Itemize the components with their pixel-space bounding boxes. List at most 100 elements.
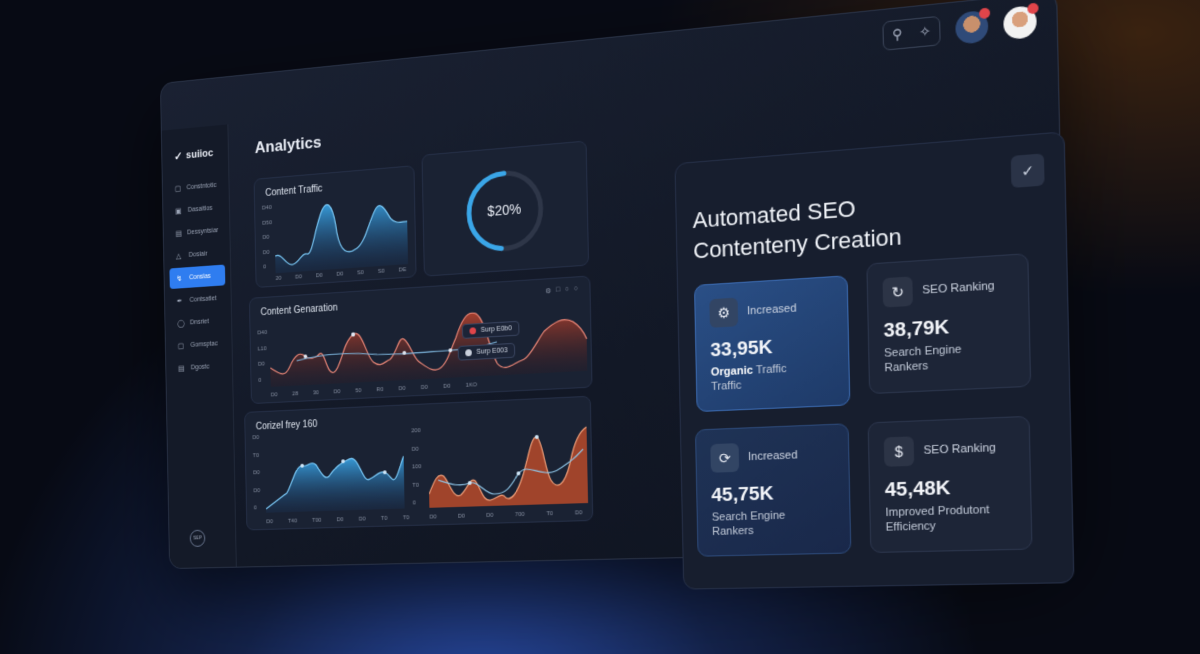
legend-swatch	[465, 349, 472, 357]
stat-label-text: Traffic	[752, 362, 787, 377]
tick: T00	[312, 517, 322, 524]
sidebar-item-5-active[interactable]: ↯ Conslas	[169, 264, 226, 290]
stat-heading: SEO Ranking	[922, 279, 995, 297]
tick: 28	[292, 391, 299, 398]
sidebar: ✓ suiioc ▢ Constntotic ▣ Dasaitlos ▤ Dessyn…	[161, 124, 237, 569]
sidebar-item-2[interactable]: ▣ Dasaitlos	[168, 197, 224, 222]
stat-header: ↻ SEO Ranking	[882, 270, 1013, 308]
tick: T0	[546, 511, 554, 518]
stat-card-organic-traffic[interactable]: ⚙ Increased 33,95K Organic Traffic Traffi…	[693, 275, 851, 413]
tick: L10	[257, 345, 267, 353]
tick: D0	[443, 383, 451, 390]
tick: D0	[253, 470, 260, 477]
stat-value: 45,75K	[711, 482, 774, 507]
logo[interactable]: ✓ suiioc	[162, 124, 229, 177]
sidebar-item-1[interactable]: ▢ Constntotic	[168, 174, 224, 199]
tick: 1KO	[465, 382, 478, 389]
sidebar-bottom-button[interactable]: SEP	[189, 529, 206, 548]
lock-icon: ▢	[174, 183, 182, 193]
folder-icon: ▤	[175, 228, 183, 238]
lock-icon: ▢	[177, 341, 185, 350]
content-traffic-card: Content Traffic D40 D50 D0 D0 0 20 D0 D0…	[253, 165, 417, 288]
tick: D50	[262, 219, 273, 227]
sidebar-item-label: Conslas	[189, 272, 211, 281]
stat-header: ⚙ Increased	[709, 292, 833, 328]
sidebar-item-3[interactable]: ▤ Dessyntsiar	[169, 219, 225, 244]
main-area: Analytics Content Traffic D40 D50 D0 D0 …	[228, 46, 1075, 590]
card-title: Corizel frey 160	[255, 419, 318, 433]
gear-icon: ⚙	[709, 297, 739, 328]
tick: 100	[412, 464, 422, 471]
sidebar-item-label: Dessyntsiar	[186, 226, 219, 236]
logo-text: suiioc	[185, 147, 214, 162]
sidebar-item-9[interactable]: ▤ Dgostc	[171, 355, 227, 379]
tick: 20	[275, 275, 282, 282]
bell-icon: △	[175, 251, 182, 261]
tick: T0	[402, 515, 410, 522]
tick: 200	[411, 428, 421, 435]
tick: D0	[486, 512, 494, 519]
notification-dot	[1027, 2, 1039, 15]
tick: D0	[258, 361, 265, 368]
y-axis-ticks: D40 L10 D0 0	[257, 330, 268, 384]
tick: T40	[287, 518, 298, 525]
stat-label-bold: Organic	[710, 364, 754, 379]
sidebar-item-6[interactable]: ✒ Contsatlet	[170, 287, 226, 311]
stat-label: Search Engine Rankers	[884, 340, 1014, 376]
tick: T0	[252, 452, 260, 459]
dashboard-window: ⚲ ✧ ✓ suiioc ▢ Constntotic ▣ Dasaitlos ▤ De…	[159, 0, 1075, 590]
stat-value: 45,48K	[884, 477, 951, 502]
pen-icon: ✒	[176, 296, 183, 305]
tick: 50	[355, 388, 362, 395]
circle-icon[interactable]: ○	[573, 285, 578, 293]
frequency-area-chart-right	[428, 419, 589, 508]
tick: D0	[315, 272, 323, 280]
stat-card-seo-ranking-2[interactable]: $ SEO Ranking 45,48K Improved Produtont E…	[867, 415, 1033, 554]
sidebar-item-8[interactable]: ▢ Gomsptac	[171, 332, 227, 356]
shield-icon: ◯	[177, 318, 185, 328]
tick: D0	[411, 446, 419, 453]
stat-card-search-engine[interactable]: ⟳ Increased 45,75K Search Engine Rankers	[694, 423, 852, 557]
dollar-doc-icon: $	[883, 436, 915, 467]
traffic-area-chart	[274, 188, 410, 274]
tick: D0	[336, 517, 344, 524]
tick: 0	[412, 500, 416, 507]
y-axis-ticks-right: 200 D0 100 T0 0	[411, 428, 422, 506]
search-button[interactable]: ⚲ ✧	[882, 15, 941, 51]
sparkle-icon: ✧	[918, 23, 931, 40]
stat-header: ⟳ Increased	[710, 439, 834, 473]
tick: D0	[574, 510, 583, 517]
sidebar-item-4[interactable]: △ Dosiair	[169, 242, 225, 267]
stat-heading: SEO Ranking	[923, 441, 996, 458]
user-avatar-2[interactable]	[1003, 2, 1039, 41]
check-button[interactable]: ✓	[1010, 153, 1045, 188]
tick: D0	[266, 519, 274, 526]
stat-header: $ SEO Ranking	[883, 432, 1014, 467]
tick: DE	[398, 267, 407, 274]
tick: D0	[270, 392, 278, 399]
tick: D40	[257, 330, 268, 337]
stat-card-seo-ranking-1[interactable]: ↻ SEO Ranking 38,79K Search Engine Ranker…	[866, 253, 1032, 395]
x-axis-ticks-left: D0 T40 T00 D0 D0 T0 T0	[266, 515, 409, 525]
tick: D0	[262, 249, 270, 256]
refresh-icon: ⟳	[710, 443, 740, 473]
user-avatar-1[interactable]	[955, 7, 991, 45]
y-axis-ticks-left: D0 T0 D0 D0 0	[252, 435, 260, 511]
tick: D0	[457, 513, 466, 520]
tick: R0	[376, 387, 384, 394]
tick: D0	[398, 385, 406, 393]
stat-heading: Increased	[746, 302, 797, 318]
doc-icon: ▤	[178, 363, 185, 373]
circle-icon[interactable]: ○	[564, 285, 570, 294]
sidebar-item-7[interactable]: ◯ Dnsriet	[170, 310, 226, 334]
stat-value: 38,79K	[883, 316, 950, 343]
stat-label-line2: Efficiency	[885, 519, 936, 534]
copy-icon[interactable]: □	[556, 286, 561, 294]
tick: D0	[333, 389, 341, 396]
sidebar-item-label: Gomsptac	[190, 340, 218, 349]
tick: D0	[420, 384, 428, 392]
tick: D0	[336, 271, 344, 278]
tick: D0	[253, 487, 261, 494]
settings-icon[interactable]: ⚙	[545, 287, 552, 296]
